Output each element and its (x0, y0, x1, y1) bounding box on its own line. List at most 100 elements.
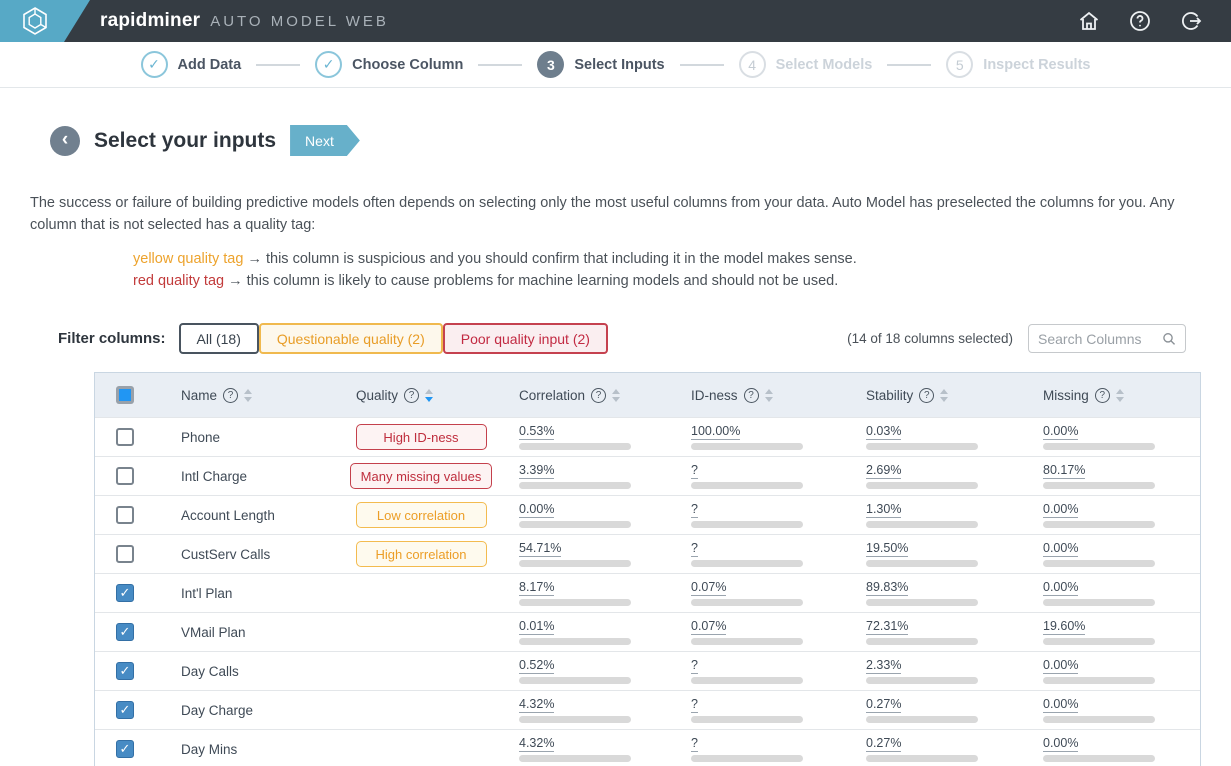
metric-bar (1043, 599, 1155, 606)
stability-cell: 19.50% (858, 541, 1035, 567)
step-label: Inspect Results (983, 56, 1091, 73)
sort-toggle-stability[interactable] (940, 388, 949, 402)
row-checkbox[interactable] (116, 428, 134, 446)
rapidminer-logo[interactable] (0, 0, 90, 42)
idness-cell: ? (683, 463, 858, 489)
metric-value: 0.00% (1043, 697, 1079, 713)
select-all-checkbox[interactable] (116, 386, 134, 404)
column-name: CustServ Calls (181, 546, 271, 562)
quality-cell: High correlation (331, 541, 511, 567)
table-row: ✓ Day Charge 4.32% ? 0.27% 0.00% (95, 690, 1200, 729)
metric-bar (1043, 716, 1155, 723)
sort-toggle-quality[interactable] (425, 388, 434, 402)
step-choose-column[interactable]: ✓ Choose Column (315, 51, 463, 78)
step-connector (256, 63, 301, 66)
correlation-cell: 54.71% (511, 541, 683, 567)
metric-bar (519, 521, 631, 528)
metric-bar (519, 638, 631, 645)
metric-value: ? (691, 541, 698, 557)
sort-toggle-correlation[interactable] (612, 388, 621, 402)
metric-bar (519, 716, 631, 723)
metric-bar (519, 560, 631, 567)
step-label: Add Data (177, 56, 242, 73)
metric-value: 4.32% (519, 736, 555, 752)
filter-button-all[interactable]: All (18) (178, 323, 259, 354)
stability-cell: 1.30% (858, 502, 1035, 528)
metric-value: 72.31% (866, 619, 909, 635)
step-label: Choose Column (352, 56, 464, 73)
metric-bar (519, 755, 631, 762)
column-name: Int'l Plan (181, 585, 233, 601)
step-select-models: 4 Select Models (738, 51, 873, 78)
metric-value: 0.53% (519, 424, 555, 440)
metric-value: 0.03% (866, 424, 902, 440)
sort-toggle-name[interactable] (244, 388, 253, 402)
filter-columns-label: Filter columns: (58, 330, 166, 347)
column-name: Day Mins (181, 741, 238, 757)
metric-bar (519, 677, 631, 684)
metric-bar (691, 521, 803, 528)
help-icon[interactable]: ? (919, 387, 935, 403)
next-button[interactable]: Next (290, 125, 360, 156)
step-check-icon: ✓ (140, 51, 168, 78)
rapidminer-logo-icon (23, 7, 47, 35)
stability-cell: 89.83% (858, 580, 1035, 606)
step-inspect-results: 5 Inspect Results (946, 51, 1090, 78)
yellow-quality-tag-label: yellow quality tag (133, 251, 244, 267)
metric-bar (691, 716, 803, 723)
help-icon[interactable]: ? (404, 387, 420, 403)
back-chevron-icon: ‹ (61, 129, 69, 150)
step-label: Select Models (775, 56, 873, 73)
column-name: Intl Charge (181, 468, 248, 484)
home-icon[interactable] (1077, 9, 1101, 33)
sort-toggle-missing[interactable] (1115, 388, 1124, 402)
red-quality-tag-label: red quality tag (133, 272, 225, 289)
sort-toggle-idness[interactable] (764, 388, 773, 402)
quality-cell: Low correlation (331, 502, 511, 528)
row-checkbox[interactable] (116, 506, 134, 524)
row-checkbox[interactable]: ✓ (116, 584, 134, 602)
row-checkbox[interactable]: ✓ (116, 740, 134, 758)
help-icon[interactable]: ? (743, 387, 759, 403)
idness-cell: ? (683, 541, 858, 567)
metric-value: 0.00% (1043, 580, 1079, 596)
row-checkbox[interactable]: ✓ (116, 701, 134, 719)
help-icon[interactable]: ? (223, 387, 239, 403)
idness-cell: ? (683, 697, 858, 723)
metric-value: 1.30% (866, 502, 902, 518)
back-button[interactable]: ‹ (50, 125, 80, 156)
metric-value: 8.17% (519, 580, 555, 596)
column-header-label: Missing (1043, 387, 1089, 403)
row-checkbox[interactable]: ✓ (116, 662, 134, 680)
correlation-cell: 4.32% (511, 736, 683, 762)
help-icon[interactable]: ? (591, 387, 607, 403)
row-checkbox[interactable]: ✓ (116, 623, 134, 641)
help-icon[interactable] (1128, 9, 1152, 33)
filter-button-red[interactable]: Poor quality input (2) (442, 323, 608, 354)
metric-bar (866, 677, 978, 684)
metric-value: 19.60% (1043, 619, 1086, 635)
quality-tag-description: → this column is suspicious and you shou… (243, 251, 857, 267)
step-add-data[interactable]: ✓ Add Data (140, 51, 242, 78)
metric-bar (519, 599, 631, 606)
metric-value: ? (691, 463, 698, 479)
metric-value: 80.17% (1043, 463, 1086, 479)
correlation-cell: 0.00% (511, 502, 683, 528)
wizard-stepper: ✓ Add Data ✓ Choose Column 3 Select Inputs 4 Se… (0, 42, 1231, 88)
logout-icon[interactable] (1179, 9, 1203, 33)
table-row: Account Length Low correlation 0.00% ? 1… (95, 495, 1200, 534)
help-icon[interactable]: ? (1094, 387, 1110, 403)
idness-cell: 0.07% (683, 619, 858, 645)
filter-button-yellow[interactable]: Questionable quality (2) (258, 323, 443, 354)
metric-bar (1043, 521, 1155, 528)
metric-value: 19.50% (866, 541, 909, 557)
search-icon (1162, 332, 1175, 345)
row-checkbox[interactable] (116, 467, 134, 485)
metric-bar (1043, 755, 1155, 762)
metric-bar (866, 560, 978, 567)
brand-name: rapidminer (100, 10, 201, 31)
search-columns-input[interactable] (1038, 330, 1162, 347)
row-checkbox[interactable] (116, 545, 134, 563)
table-row: ✓ Day Mins 4.32% ? 0.27% 0.00% (95, 729, 1200, 766)
stability-cell: 2.69% (858, 463, 1035, 489)
